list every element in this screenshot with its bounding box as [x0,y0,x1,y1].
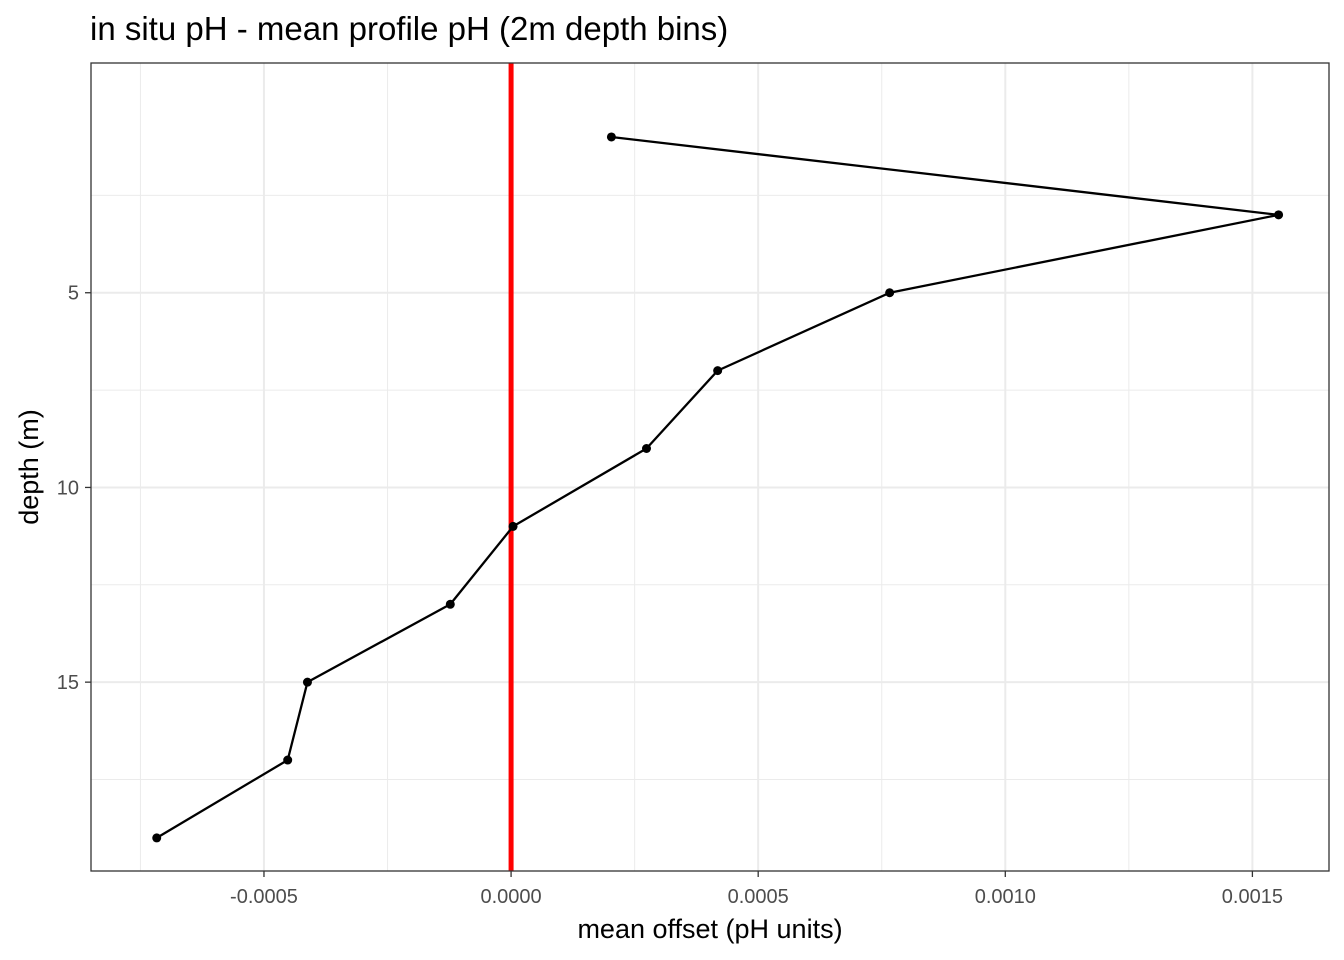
panel-border [90,62,1330,872]
y-axis: 5 10 15 [57,283,91,694]
y-axis-title: depth (m) [14,409,44,525]
x-axis-title: mean offset (pH units) [577,914,842,944]
data-point [283,755,293,765]
x-tick-label: 0.0005 [728,886,789,908]
x-tick-label: 0.0010 [975,886,1036,908]
data-point [641,444,651,454]
chart-title: in situ pH - mean profile pH (2m depth b… [90,10,728,47]
data-point [885,288,895,298]
y-tick-label: 15 [57,672,79,694]
data-point [508,521,518,531]
x-tick-label: 0.0015 [1222,886,1283,908]
x-tick-label: -0.0005 [230,886,298,908]
x-axis: -0.0005 0.0000 0.0005 0.0010 0.0015 [230,871,1283,908]
data-point [445,599,455,609]
plot-panel [91,63,1329,871]
data-point [606,132,616,142]
data-point [1274,210,1284,220]
data-point [152,833,162,843]
y-tick-label: 10 [57,477,79,499]
y-tick-label: 5 [68,283,79,305]
data-point [302,677,312,687]
series-line [156,135,1280,839]
minor-gridlines [91,63,1329,871]
data-point [713,366,723,376]
series-layer [152,132,1284,843]
x-tick-label: 0.0000 [480,886,541,908]
